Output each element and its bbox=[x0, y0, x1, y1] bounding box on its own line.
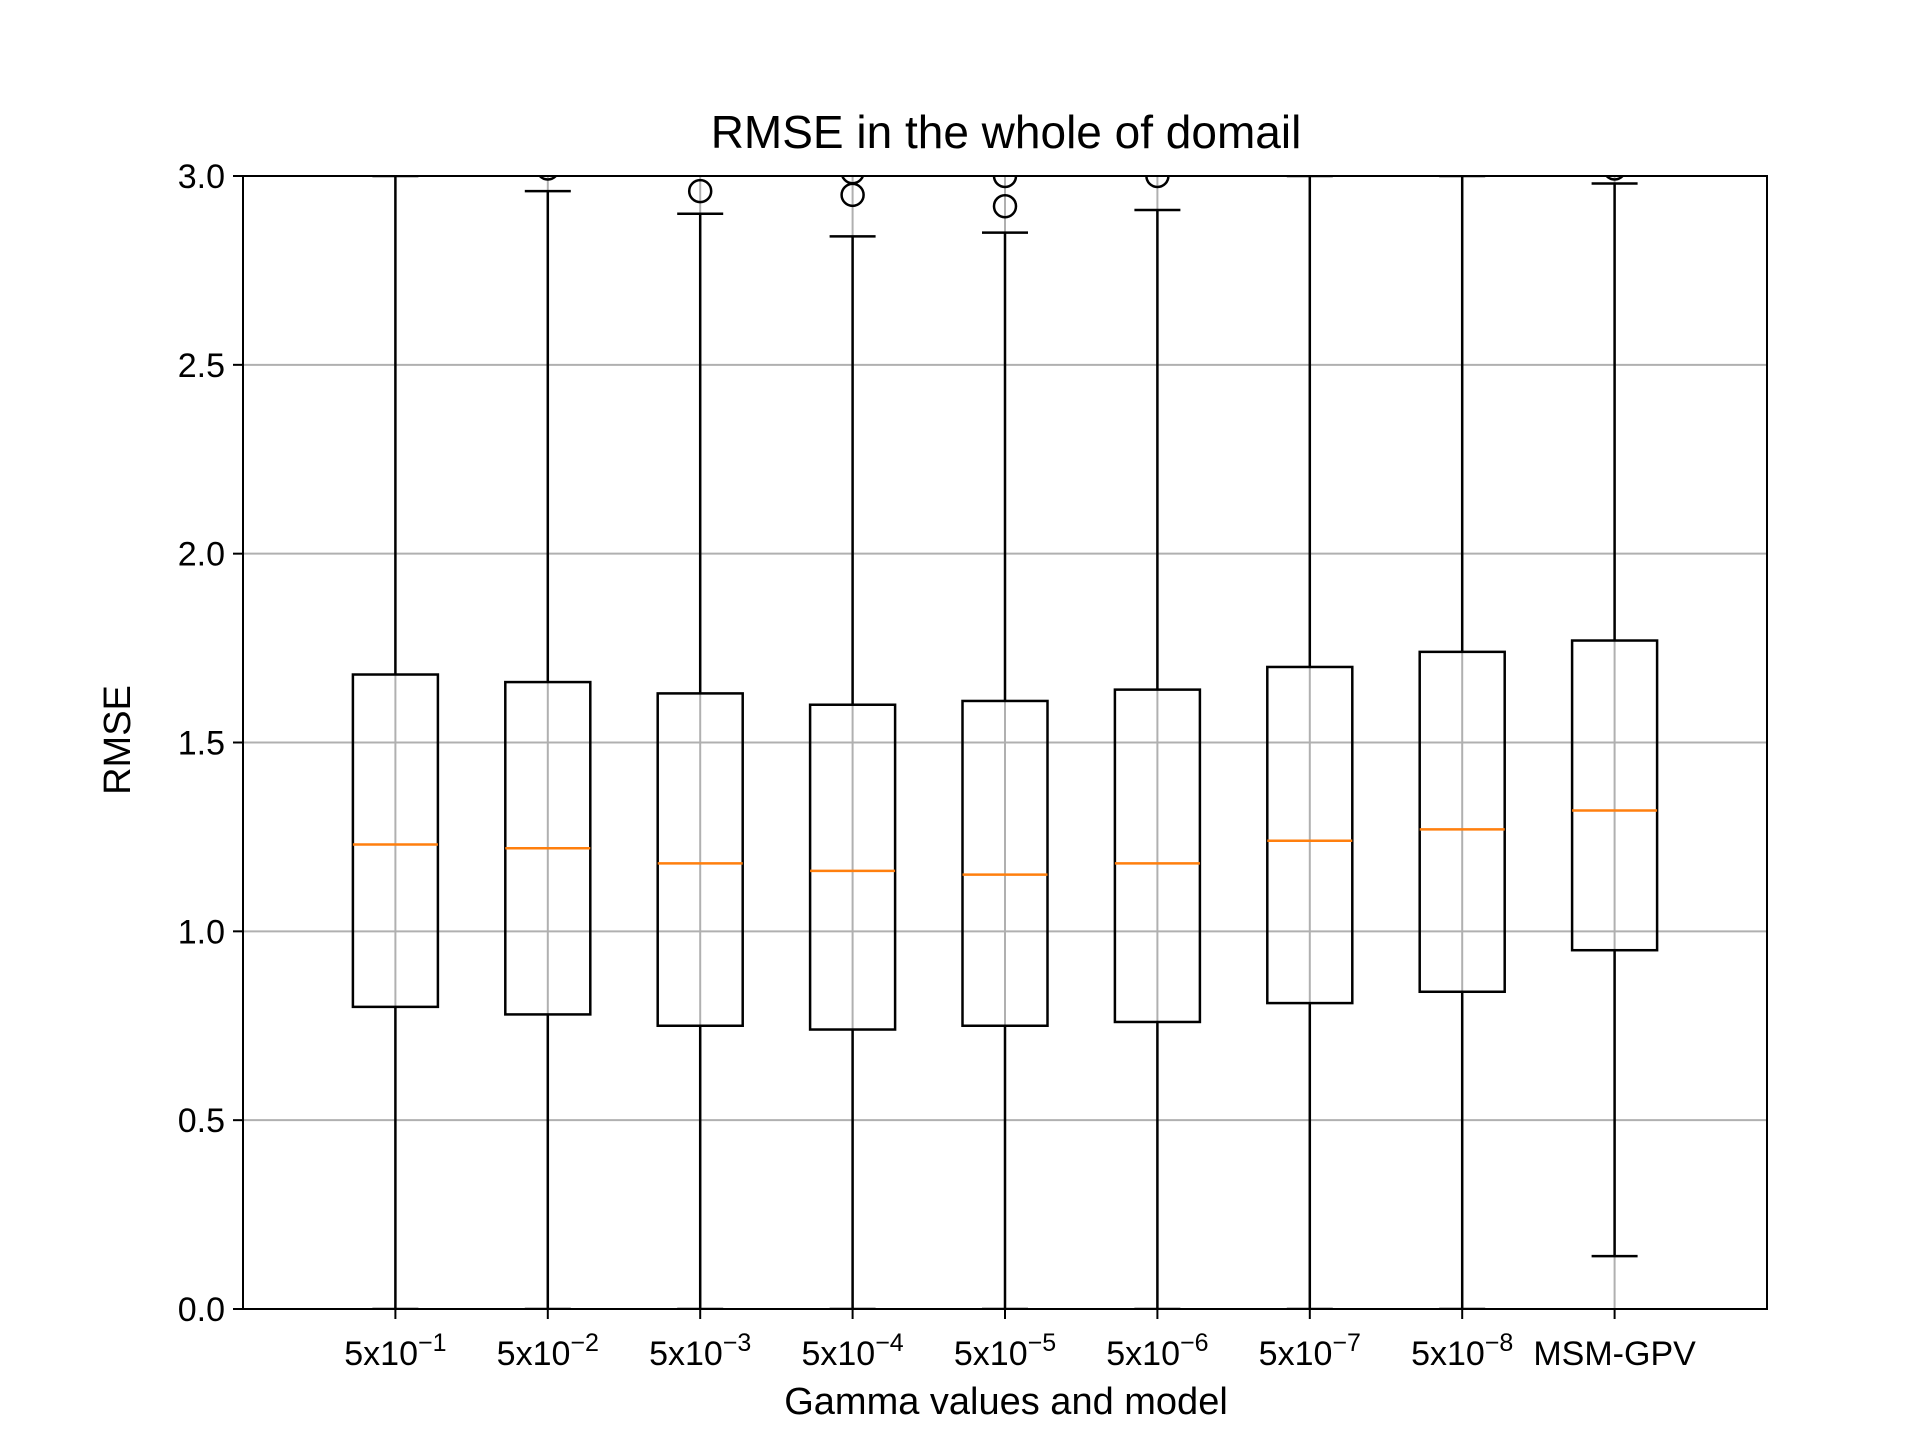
outlier-point bbox=[992, 193, 1018, 219]
outlier-point bbox=[992, 176, 1018, 189]
y-tick-label: 3.0 bbox=[178, 158, 225, 196]
iqr-box bbox=[656, 692, 744, 1027]
box-1 bbox=[351, 176, 440, 1309]
x-tick-label: 5x10−7 bbox=[1259, 1329, 1361, 1373]
box-6 bbox=[1113, 176, 1202, 1309]
iqr-box bbox=[1418, 650, 1506, 994]
chart-title: RMSE in the whole of domail bbox=[711, 106, 1302, 158]
x-tick-label: 5x10−1 bbox=[344, 1329, 446, 1373]
x-tick-label: 5x10−6 bbox=[1106, 1329, 1208, 1373]
x-tick-label: MSM-GPV bbox=[1533, 1335, 1696, 1373]
box-2 bbox=[504, 176, 592, 1309]
box-3 bbox=[656, 178, 744, 1309]
y-tick-label: 2.5 bbox=[178, 347, 225, 385]
iqr-box bbox=[1266, 665, 1354, 1005]
y-tick-label: 1.0 bbox=[178, 913, 225, 951]
x-axis: 5x10−1 5x10−2 5x10−3 5x10−4 5x10−5 5x10−6 5x10… bbox=[344, 1309, 1696, 1373]
outlier-point bbox=[840, 176, 865, 185]
box-9 bbox=[1570, 176, 1659, 1258]
iqr-box bbox=[1570, 639, 1659, 952]
outlier-point bbox=[1604, 176, 1625, 181]
iqr-box bbox=[808, 703, 897, 1031]
y-tick-label: 0.5 bbox=[178, 1102, 225, 1140]
x-tick-label: 5x10−8 bbox=[1411, 1329, 1513, 1373]
y-tick-label: 2.0 bbox=[178, 536, 225, 574]
outlier-point bbox=[687, 178, 713, 204]
y-tick-label: 1.5 bbox=[178, 725, 225, 763]
box-series bbox=[351, 176, 1659, 1309]
outlier-point bbox=[538, 176, 558, 181]
y-axis-label: RMSE bbox=[97, 685, 139, 795]
x-axis-label: Gamma values and model bbox=[784, 1381, 1228, 1423]
x-tick-label: 5x10−2 bbox=[497, 1329, 599, 1373]
x-tick-label: 5x10−4 bbox=[801, 1329, 903, 1373]
box-8 bbox=[1418, 176, 1506, 1309]
y-tick-label: 0.0 bbox=[178, 1291, 225, 1329]
x-tick-label: 5x10−5 bbox=[954, 1329, 1056, 1373]
iqr-box bbox=[1113, 688, 1202, 1024]
outlier-point bbox=[1145, 176, 1170, 189]
iqr-box bbox=[351, 673, 440, 1009]
x-tick-label: 5x10−3 bbox=[649, 1329, 751, 1373]
box-4 bbox=[808, 176, 897, 1309]
box-5 bbox=[961, 176, 1049, 1309]
box-7 bbox=[1266, 176, 1354, 1309]
y-axis: 0.0 0.5 1.0 1.5 2.0 2.5 3.0 bbox=[178, 158, 243, 1329]
iqr-box bbox=[961, 699, 1049, 1027]
